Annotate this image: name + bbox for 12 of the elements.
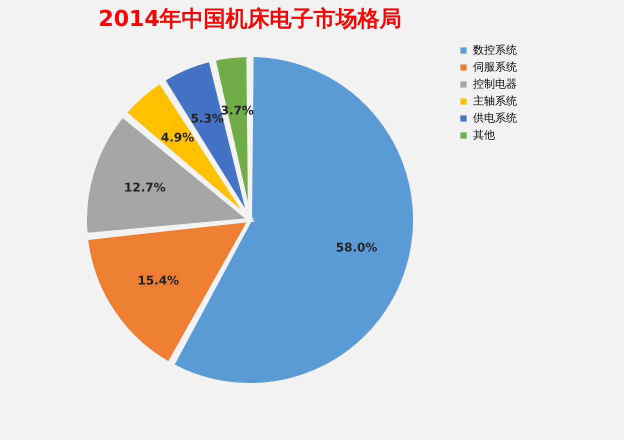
legend-label: 数控系统 (473, 44, 517, 56)
legend-label: 伺服系统 (473, 60, 517, 74)
data-label: 12.7% (124, 180, 166, 195)
legend-label: 供电系统 (473, 112, 517, 124)
data-label: 4.9% (160, 130, 194, 144)
data-label: 15.4% (137, 274, 180, 288)
data-label: 58.0% (336, 240, 378, 254)
legend-label: 其他 (473, 128, 495, 142)
legend-label: 控制电器 (473, 78, 517, 90)
chart-title: 2014年中国机床电子市场格局 (98, 6, 402, 32)
legend-label: 主轴系统 (473, 94, 517, 108)
data-label: 5.3% (190, 112, 224, 126)
